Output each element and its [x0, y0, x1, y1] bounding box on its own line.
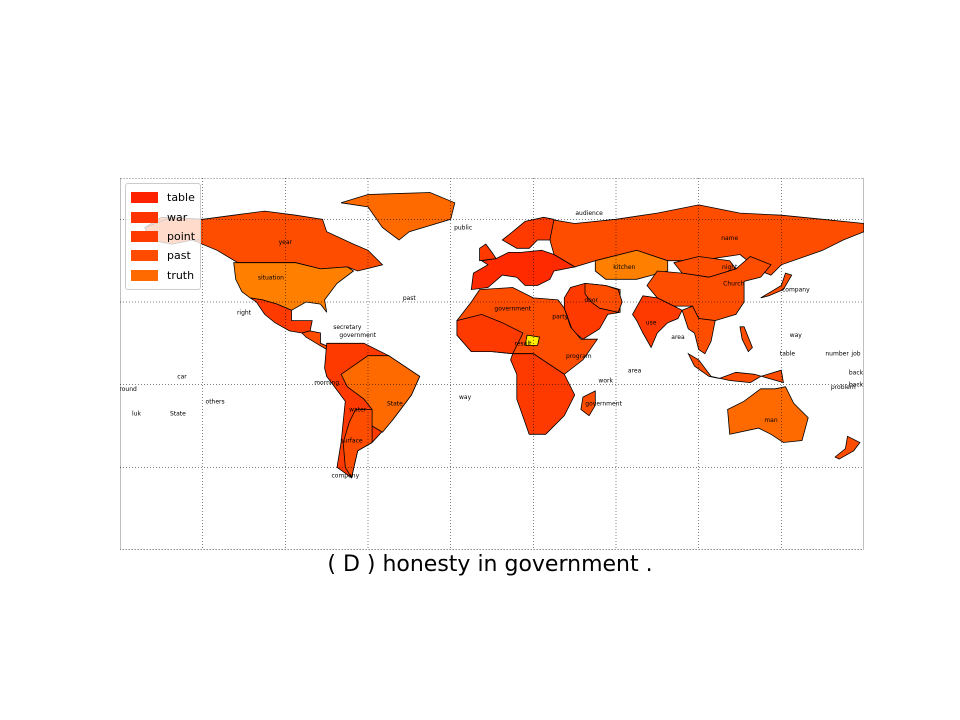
place-label: area [628, 367, 642, 374]
legend-item: point [131, 227, 195, 246]
place-label: work [598, 378, 613, 385]
legend-swatch [131, 211, 158, 223]
legend-swatch [131, 269, 158, 281]
legend-swatch [131, 250, 158, 262]
country-madagascar [580, 390, 596, 417]
legend-item: truth [131, 266, 195, 285]
legend-label: table [167, 191, 195, 205]
place-label: number [825, 351, 849, 358]
map-caption: ( D ) honesty in government . [327, 552, 653, 577]
country-mexico [249, 297, 313, 334]
country-scandinavia [501, 216, 555, 249]
place-label: luk [132, 411, 141, 418]
place-label: Church [723, 281, 744, 288]
legend-label: point [167, 229, 196, 243]
place-label: State [170, 411, 186, 418]
place-label: kitchen [613, 264, 635, 271]
country-argentina [342, 409, 373, 479]
place-label: public [454, 225, 472, 232]
country-iran [584, 282, 623, 313]
place-label: company [331, 473, 359, 480]
country-kazakhstan [594, 249, 669, 280]
legend-label: past [167, 249, 191, 263]
place-label: ground [120, 386, 137, 393]
place-label: situation [258, 274, 284, 281]
place-label: audience [575, 210, 603, 217]
country-philippines [739, 326, 753, 353]
place-label: year [279, 239, 293, 246]
map-border [120, 178, 864, 550]
place-label: right [237, 309, 252, 316]
country-chad [524, 334, 540, 346]
legend-item: past [131, 246, 195, 265]
place-label: company [782, 287, 810, 294]
place-label: door [584, 297, 598, 304]
place-label: back [849, 382, 864, 389]
country-west-africa [456, 313, 524, 355]
graticule [120, 178, 864, 550]
place-label: morning [314, 380, 339, 387]
place-label: others [206, 398, 225, 405]
country-west-europe [470, 249, 576, 291]
country-india [632, 295, 683, 349]
place-label: problem [831, 384, 856, 391]
country-brazil [340, 355, 421, 433]
legend-label: truth [167, 268, 195, 282]
place-label: man [764, 417, 778, 424]
place-label: party [552, 314, 568, 321]
place-label: area [671, 334, 685, 341]
country-greenland [340, 192, 456, 241]
place-label: name [721, 235, 738, 242]
place-label: surface [340, 438, 362, 445]
country-new-zealand [834, 435, 861, 460]
place-label: way [459, 394, 472, 401]
country-se-asia [681, 305, 716, 355]
place-label: government [494, 305, 531, 312]
place-label: government [585, 400, 622, 407]
place-label: water [349, 407, 367, 414]
country-australia [727, 386, 809, 443]
countries-layer [144, 192, 864, 479]
legend-swatch [131, 192, 158, 204]
place-label: State [387, 400, 403, 407]
place-label: secretary [333, 324, 362, 331]
place-label: way [790, 332, 803, 339]
map-canvas: audienceyearsituationpastrightsecretaryg… [120, 178, 864, 550]
place-label: table [780, 351, 796, 358]
country-japan [760, 272, 793, 299]
country-indonesia [687, 352, 784, 384]
place-label: night [722, 264, 738, 271]
place-label: use [646, 320, 657, 327]
place-label: program [566, 353, 592, 360]
country-russia [549, 204, 864, 276]
legend-label: war [167, 210, 188, 224]
legend-item: war [131, 207, 195, 226]
country-china [646, 256, 772, 322]
legend-swatch [131, 230, 158, 242]
country-uk [479, 243, 497, 262]
legend-item: table [131, 188, 195, 207]
place-labels-layer: audienceyearsituationpastrightsecretaryg… [120, 210, 864, 480]
place-label: government [339, 332, 376, 339]
world-map: audience year situation past right secretary g… [120, 178, 864, 550]
place-label: car [177, 374, 187, 381]
place-label: job [850, 351, 860, 358]
place-label: result [515, 340, 533, 347]
legend: table war point past truth [125, 183, 201, 290]
country-central-africa [510, 353, 576, 435]
country-usa [233, 262, 355, 313]
place-label: back [849, 369, 864, 376]
place-label: past [403, 295, 417, 302]
